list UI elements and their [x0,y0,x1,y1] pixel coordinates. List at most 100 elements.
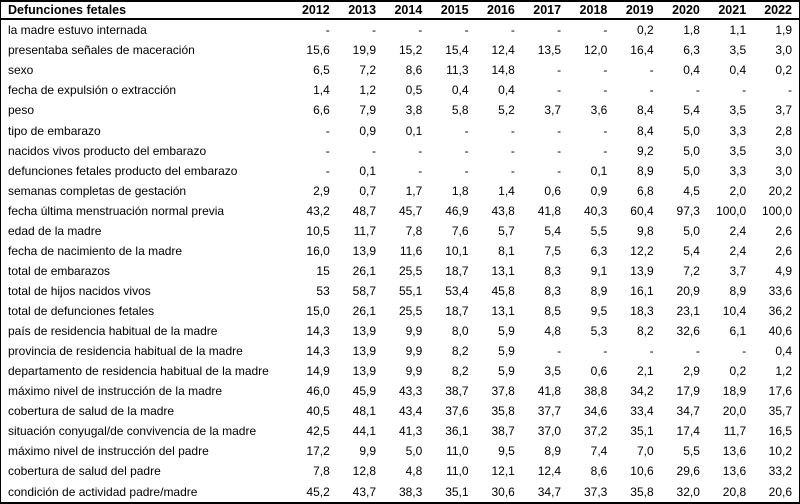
cell-value: - [464,123,469,138]
cell-value: 0,4 [775,344,792,359]
table-row: sexo 6,5 7,2 8,6 11,3 14,8 - - - 0,4 0,4 0,2 [1,60,800,80]
cell-value: 37,3 [584,484,608,499]
cell-value: 13,9 [352,364,377,379]
cell-value: 42,5 [306,424,330,439]
cell-value: 8,2 [451,344,469,359]
cell-value: 60,4 [630,203,654,218]
cell-value: 46,0 [306,384,330,399]
cell-value: 35,8 [630,484,654,499]
row-label: fecha de nacimiento de la madre [8,243,183,258]
cell-value: 15,6 [306,43,330,58]
cell-value: 5,5 [683,444,700,459]
cell-value: 5,7 [498,223,515,238]
cell-value: 0,6 [590,364,608,379]
row-label: defunciones fetales producto del embaraz… [8,163,238,178]
cell-value: 30,6 [491,484,515,499]
cell-value: 5,9 [498,323,515,338]
cell-value: 55,1 [398,283,423,298]
cell-value: 34,6 [584,404,608,419]
cell-value: 10,1 [445,243,469,258]
cell-value: 5,4 [683,243,700,258]
cell-value: 3,3 [729,163,747,178]
cell-value: 16,4 [630,43,654,58]
cell-value: 38,8 [584,384,608,399]
cell-value: 40,5 [306,404,330,419]
cell-value: 0,4 [683,63,700,78]
cell-value: - [557,123,562,138]
table-row: cobertura de salud de la madre 40,5 48,1 43… [1,401,800,421]
cell-value: 0,7 [359,183,377,198]
table-title: Defunciones fetales [0,1,291,20]
cell-value: 45,9 [352,384,377,399]
row-label: la madre estuvo internada [8,23,147,38]
cell-value: 5,0 [683,163,700,178]
table-row: semanas completas de gestación 2,9 0,7 1,7 1… [1,181,800,201]
cell-value: 33,2 [768,464,792,479]
cell-value: 11,7 [353,223,377,238]
cell-value: 3,8 [405,103,423,118]
cell-value: 16,5 [768,424,792,439]
cell-value: 9,2 [636,143,654,158]
cell-value: 3,7 [544,103,562,118]
cell-value: 13,1 [491,303,515,318]
year-column-header: 2018 [568,1,615,20]
cell-value: 3,0 [775,43,792,58]
cell-value: 12,4 [491,43,515,58]
cell-value: 17,2 [306,444,330,459]
table-row: país de residencia habitual de la madre 1… [1,321,800,341]
cell-value: 2,4 [729,243,747,258]
cell-value: 0,2 [729,364,747,379]
cell-value: 10,6 [630,464,654,479]
cell-value: 9,9 [405,344,423,359]
table-row: máximo nivel de instrucción del padre 17,… [1,441,800,461]
cell-value: 18,9 [722,384,747,399]
cell-value: 5,0 [405,444,423,459]
table-row: nacidos vivos producto del embarazo - - - - -… [1,141,800,161]
cell-value: 40,6 [768,323,792,338]
cell-value: 2,1 [636,364,654,379]
cell-value: 5,0 [683,143,700,158]
cell-value: 20,2 [768,183,792,198]
row-label: máximo nivel de instrucción del padre [8,444,209,459]
cell-value: - [557,23,562,38]
row-label: cobertura de salud del padre [8,464,161,479]
cell-value: 1,1 [729,23,747,38]
cell-value: 6,6 [313,103,330,118]
cell-value: - [649,344,654,359]
cell-value: 45,8 [491,283,515,298]
cell-value: 3,0 [775,163,792,178]
cell-value: 8,3 [544,263,562,278]
row-label: situación conyugal/de convivencia de la … [8,424,257,439]
cell-value: 8,0 [451,323,469,338]
table-row: edad de la madre 10,5 11,7 7,8 7,6 5,7 5,4 5,5 9… [1,221,800,241]
cell-value: 7,6 [451,223,469,238]
cell-value: 25,5 [398,303,423,318]
cell-value: 14,9 [306,364,330,379]
cell-value: - [510,163,515,178]
cell-value: 100,0 [716,203,747,218]
cell-value: 14,8 [491,63,515,78]
cell-value: 9,9 [405,323,423,338]
cell-value: 7,8 [405,223,423,238]
row-label: total de defunciones fetales [8,303,155,318]
cell-value: 45,7 [398,203,423,218]
year-column-header: 2022 [753,1,800,20]
cell-value: 37,0 [537,424,562,439]
cell-value: 5,4 [544,223,562,238]
cell-value: 5,0 [683,123,700,138]
cell-value: 26,1 [352,303,377,318]
cell-value: 32,0 [676,484,700,499]
table-row: peso 6,6 7,9 3,8 5,8 5,2 3,7 3,6 8,4 5,4 3,5 3,7 [1,100,800,120]
year-column-header: 2020 [660,1,707,20]
cell-value: 8,6 [405,63,423,78]
cell-value: 1,7 [405,183,423,198]
cell-value: 20,9 [676,283,700,298]
year-column-header: 2015 [429,1,476,20]
cell-value: 20,8 [722,484,747,499]
cell-value: 12,8 [352,464,377,479]
cell-value: - [557,83,562,98]
cell-value: - [603,123,608,138]
cell-value: 15,2 [398,43,423,58]
cell-value: 19,9 [352,43,377,58]
